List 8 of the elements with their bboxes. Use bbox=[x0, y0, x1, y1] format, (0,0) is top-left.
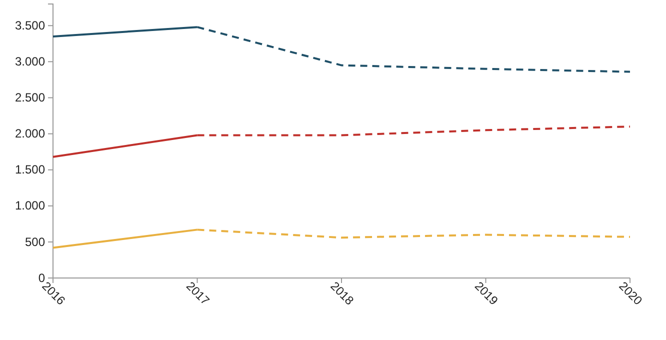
y-tick-label: 2.000 bbox=[14, 126, 46, 141]
y-tick-label: 3.000 bbox=[14, 54, 46, 69]
y-tick-label: 2.500 bbox=[14, 90, 46, 105]
y-tick-label: 0 bbox=[38, 270, 46, 285]
y-tick-label: 1.500 bbox=[14, 162, 46, 177]
y-tick-label: 1.000 bbox=[14, 198, 46, 213]
y-tick-label: 3.500 bbox=[14, 18, 46, 32]
y-tick-label: 500 bbox=[24, 234, 46, 249]
